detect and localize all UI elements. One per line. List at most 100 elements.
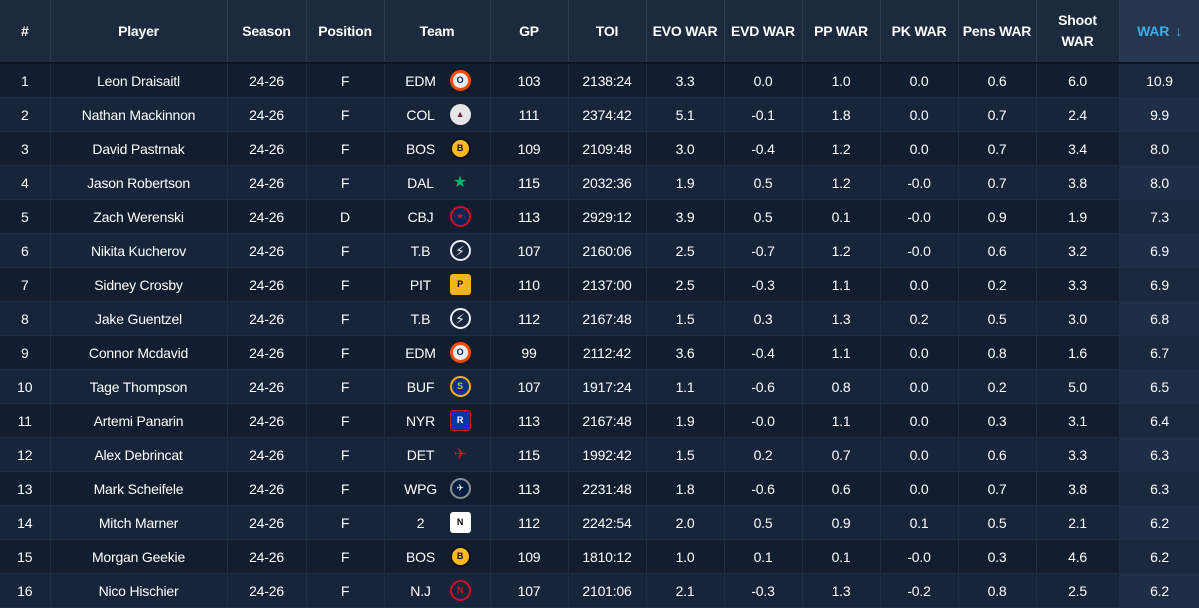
cell-pp: 0.9 (802, 505, 881, 540)
cell-position: F (306, 335, 385, 370)
column-header-position[interactable]: Position (306, 0, 385, 64)
cell-season: 24-26 (227, 539, 307, 574)
cell-pens: 0.6 (958, 437, 1037, 472)
table-row[interactable]: 10 Tage Thompson 24-26 F BUF S 107 1917:24 1.1 -0… (0, 369, 1199, 404)
cell-team: DAL ★ (384, 165, 491, 200)
table-row[interactable]: 5 Zach Werenski 24-26 D CBJ ★ 113 2929:12 3.9 0.5… (0, 199, 1199, 234)
table-row[interactable]: 2 Nathan Mackinnon 24-26 F COL ▲ 111 2374:42 5.1… (0, 97, 1199, 132)
cell-toi: 2929:12 (568, 199, 647, 234)
column-header-rank[interactable]: # (0, 0, 51, 64)
column-header-toi[interactable]: TOI (568, 0, 647, 64)
table-row[interactable]: 11 Artemi Panarin 24-26 F NYR R 113 2167:48 1.9-… (0, 403, 1199, 438)
red-wings-logo-icon: ✈ (453, 446, 467, 463)
table-row[interactable]: 1 Leon Draisaitl 24-26 F EDM O 103 2138:24 3.3 0.… (0, 63, 1199, 98)
cell-war: 7.3 (1119, 199, 1199, 234)
cell-player: David Pastrnak (50, 131, 228, 166)
column-header-pp-war[interactable]: PP WAR (802, 0, 881, 64)
cell-rank: 12 (0, 437, 51, 472)
table-row[interactable]: 14 Mitch Marner 24-26 F 2 N 112 2242:54 2.0 0.5 0.… (0, 505, 1199, 540)
cell-team: COL ▲ (384, 97, 491, 132)
cell-pp: 0.8 (802, 369, 881, 404)
cell-pk: -0.0 (880, 165, 959, 200)
rangers-logo-icon: R (449, 410, 471, 431)
cell-rank: 4 (0, 165, 51, 200)
avalanche-logo-icon: ▲ (449, 104, 471, 125)
table-row[interactable]: 16 Nico Hischier 24-26 F N.J N 107 2101:06 2.1 -0… (0, 573, 1199, 608)
table-row[interactable]: 8 Jake Guentzel 24-26 F T.B ⚡ 112 2167:48 1.5 0.3… (0, 301, 1199, 336)
cell-war: 6.5 (1119, 369, 1199, 404)
cell-gp: 110 (490, 267, 569, 302)
cell-shoot: 3.3 (1036, 267, 1120, 302)
column-header-pk-war[interactable]: PK WAR (880, 0, 959, 64)
table-row[interactable]: 4 Jason Robertson 24-26 F DAL ★ 115 2032:36 1.9 0… (0, 165, 1199, 200)
team-abbreviation: BOS (406, 140, 435, 157)
cell-toi: 2137:00 (568, 267, 647, 302)
cell-evo: 3.6 (646, 335, 725, 370)
column-header-season[interactable]: Season (227, 0, 307, 64)
column-header-evo-war[interactable]: EVO WAR (646, 0, 725, 64)
cell-toi: 1917:24 (568, 369, 647, 404)
cell-evo: 1.1 (646, 369, 725, 404)
cell-season: 24-26 (227, 335, 307, 370)
cell-season: 24-26 (227, 199, 307, 234)
bruins-logo-icon: B (449, 138, 471, 159)
cell-pens: 0.2 (958, 267, 1037, 302)
cell-season: 24-26 (227, 403, 307, 438)
cell-pk: 0.0 (880, 403, 959, 438)
table-row[interactable]: 12 Alex Debrincat 24-26 F DET ✈ 115 1992:42 1.5 0… (0, 437, 1199, 472)
cell-team: EDM O (384, 63, 491, 98)
cell-team: BOS B (384, 539, 491, 574)
cell-evd: 0.1 (724, 539, 803, 574)
table-row[interactable]: 3 David Pastrnak 24-26 F BOS B 109 2109:48 3.0 -0… (0, 131, 1199, 166)
cell-evo: 2.5 (646, 267, 725, 302)
cell-pens: 0.7 (958, 471, 1037, 506)
cell-evd: 0.3 (724, 301, 803, 336)
column-header-gp[interactable]: GP (490, 0, 569, 64)
table-row[interactable]: 6 Nikita Kucherov 24-26 F T.B ⚡ 107 2160:06 2.5-… (0, 233, 1199, 268)
cell-pk: 0.0 (880, 335, 959, 370)
cell-evd: -0.0 (724, 403, 803, 438)
cell-season: 24-26 (227, 233, 307, 268)
column-header-evd-war[interactable]: EVD WAR (724, 0, 803, 64)
cell-war: 6.9 (1119, 233, 1199, 268)
column-header-war[interactable]: WAR ↓ (1119, 0, 1199, 64)
column-header-pens-war[interactable]: Pens WAR (958, 0, 1037, 64)
table-body: 1 Leon Draisaitl 24-26 F EDM O 103 2138:24 3.3 0.… (0, 63, 1199, 608)
column-header-shoot-war[interactable]: Shoot WAR (1036, 0, 1120, 64)
cell-evo: 1.0 (646, 539, 725, 574)
cell-team: T.B ⚡ (384, 233, 491, 268)
cell-pk: -0.0 (880, 199, 959, 234)
cell-pk: -0.0 (880, 539, 959, 574)
cell-evd: 0.2 (724, 437, 803, 472)
cell-shoot: 2.5 (1036, 573, 1120, 608)
cell-gp: 99 (490, 335, 569, 370)
cell-rank: 13 (0, 471, 51, 506)
cell-evo: 5.1 (646, 97, 725, 132)
table-header-row: # Player Season Position Team GP TOI EVO… (0, 0, 1199, 64)
team-abbreviation: BOS (406, 548, 435, 565)
table-row[interactable]: 13 Mark Scheifele 24-26 F WPG ✈ 113 2231:48 1.8-… (0, 471, 1199, 506)
cell-rank: 11 (0, 403, 51, 438)
cell-pp: 1.8 (802, 97, 881, 132)
cell-war: 8.0 (1119, 131, 1199, 166)
cell-evo: 1.5 (646, 301, 725, 336)
cell-toi: 2167:48 (568, 301, 647, 336)
table-row[interactable]: 7 Sidney Crosby 24-26 F PIT P 110 2137:00 2.5 -0.… (0, 267, 1199, 302)
cell-shoot: 3.8 (1036, 165, 1120, 200)
cell-shoot: 2.4 (1036, 97, 1120, 132)
cell-war: 6.3 (1119, 437, 1199, 472)
cell-player: Sidney Crosby (50, 267, 228, 302)
cell-season: 24-26 (227, 369, 307, 404)
cell-shoot: 3.2 (1036, 233, 1120, 268)
cell-pk: 0.1 (880, 505, 959, 540)
cell-position: F (306, 97, 385, 132)
table-row[interactable]: 9 Connor Mcdavid 24-26 F EDM O 99 2112:42 3.6 -0.… (0, 335, 1199, 370)
column-header-team[interactable]: Team (384, 0, 491, 64)
cell-pk: 0.0 (880, 63, 959, 98)
cell-rank: 8 (0, 301, 51, 336)
cell-position: F (306, 403, 385, 438)
cell-pp: 1.2 (802, 165, 881, 200)
cell-team: BUF S (384, 369, 491, 404)
column-header-player[interactable]: Player (50, 0, 228, 64)
table-row[interactable]: 15 Morgan Geekie 24-26 F BOS B 109 1810:12 1.0 0.… (0, 539, 1199, 574)
